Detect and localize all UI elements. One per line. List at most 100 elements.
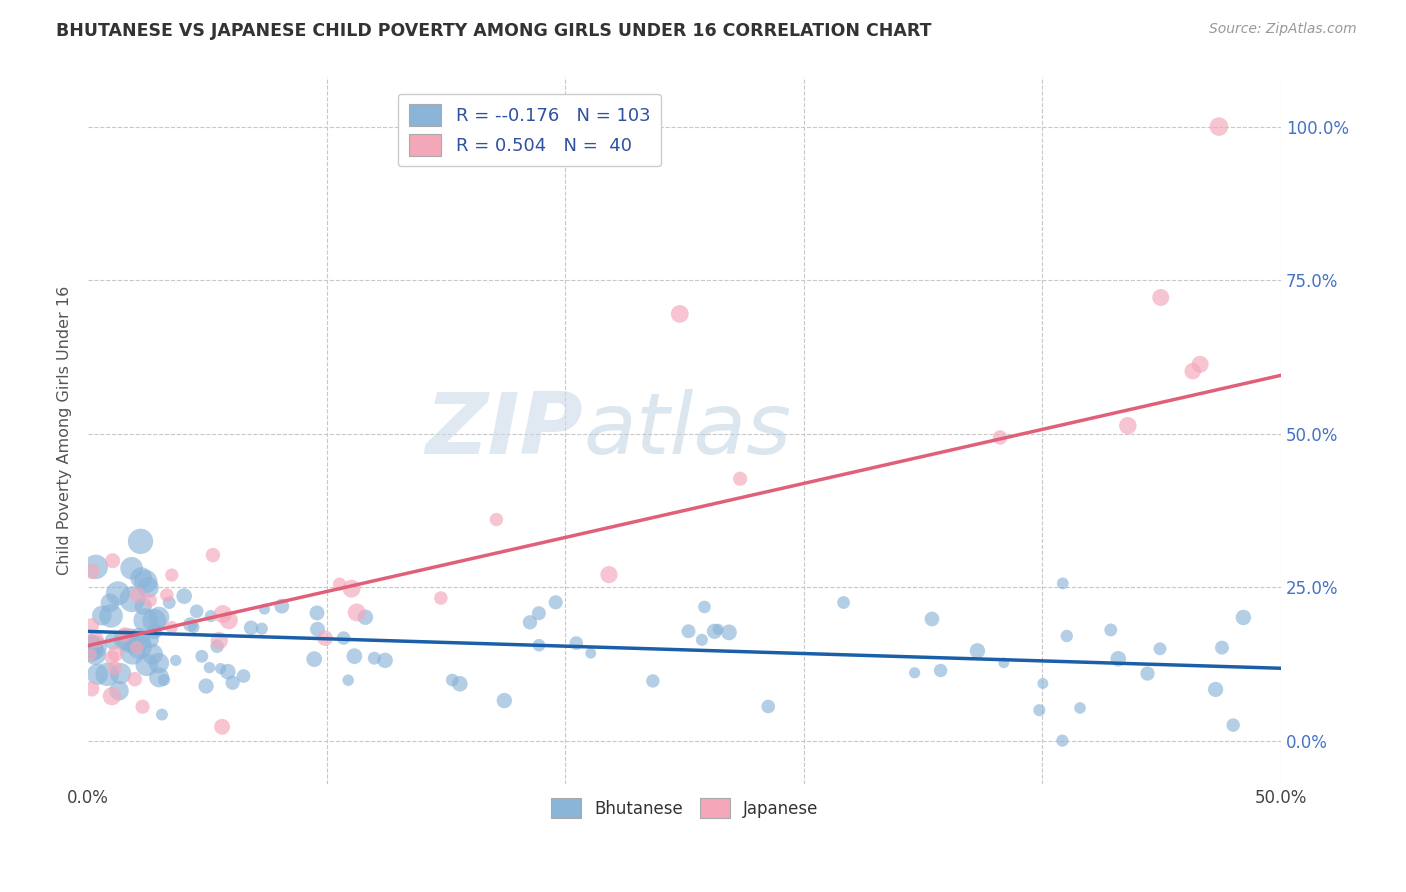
Point bbox=[328, 577, 350, 591]
Point bbox=[728, 472, 751, 486]
Point bbox=[143, 624, 166, 639]
Point bbox=[179, 617, 201, 632]
Point bbox=[108, 683, 131, 698]
Point bbox=[127, 588, 149, 602]
Point bbox=[1032, 676, 1054, 690]
Point bbox=[80, 565, 103, 579]
Point bbox=[1211, 640, 1233, 655]
Point bbox=[156, 588, 179, 602]
Point bbox=[80, 681, 103, 696]
Point bbox=[354, 610, 377, 624]
Point bbox=[1149, 641, 1171, 656]
Point bbox=[118, 633, 141, 648]
Point bbox=[993, 656, 1015, 670]
Point bbox=[756, 699, 779, 714]
Point bbox=[527, 606, 550, 620]
Point bbox=[160, 568, 183, 582]
Point bbox=[101, 554, 124, 568]
Point bbox=[641, 673, 664, 688]
Point bbox=[186, 604, 208, 618]
Point bbox=[340, 582, 363, 596]
Point bbox=[430, 591, 453, 605]
Point bbox=[693, 599, 716, 614]
Point bbox=[83, 640, 105, 655]
Point bbox=[84, 560, 107, 574]
Text: ZIP: ZIP bbox=[426, 389, 583, 472]
Point bbox=[305, 606, 328, 620]
Point bbox=[101, 806, 124, 821]
Point bbox=[198, 660, 221, 674]
Point bbox=[84, 632, 107, 647]
Point bbox=[148, 656, 170, 670]
Y-axis label: Child Poverty Among Girls Under 16: Child Poverty Among Girls Under 16 bbox=[58, 286, 72, 575]
Point bbox=[494, 693, 516, 707]
Point bbox=[966, 644, 988, 658]
Point bbox=[211, 607, 233, 622]
Point bbox=[449, 677, 471, 691]
Point bbox=[121, 645, 143, 659]
Point bbox=[832, 595, 855, 609]
Point bbox=[519, 615, 541, 630]
Point bbox=[707, 623, 730, 637]
Point bbox=[332, 631, 354, 645]
Point bbox=[121, 561, 143, 575]
Point bbox=[441, 673, 464, 687]
Point bbox=[217, 665, 239, 679]
Point bbox=[1181, 364, 1204, 378]
Point bbox=[374, 653, 396, 667]
Point bbox=[527, 638, 550, 652]
Point bbox=[302, 652, 325, 666]
Point bbox=[100, 608, 122, 623]
Point bbox=[200, 609, 222, 624]
Point bbox=[232, 669, 254, 683]
Point bbox=[218, 613, 240, 627]
Point bbox=[150, 707, 173, 722]
Point bbox=[1052, 576, 1074, 591]
Point bbox=[101, 634, 124, 648]
Point bbox=[205, 640, 228, 654]
Point bbox=[195, 679, 218, 693]
Point bbox=[221, 675, 243, 690]
Point bbox=[104, 661, 127, 675]
Point bbox=[165, 653, 187, 667]
Point bbox=[1150, 290, 1173, 304]
Point bbox=[101, 689, 124, 703]
Point bbox=[211, 720, 233, 734]
Point bbox=[160, 620, 183, 634]
Point bbox=[84, 648, 107, 662]
Point bbox=[240, 621, 263, 635]
Point bbox=[80, 618, 103, 632]
Point bbox=[153, 673, 176, 687]
Point bbox=[1208, 120, 1230, 134]
Point bbox=[1116, 418, 1139, 433]
Point bbox=[90, 608, 112, 623]
Point bbox=[114, 628, 136, 642]
Point bbox=[1107, 651, 1129, 665]
Point bbox=[191, 649, 214, 664]
Point bbox=[148, 670, 170, 684]
Text: Source: ZipAtlas.com: Source: ZipAtlas.com bbox=[1209, 22, 1357, 37]
Point bbox=[143, 614, 166, 628]
Point bbox=[921, 612, 943, 626]
Point bbox=[128, 640, 150, 654]
Point bbox=[129, 571, 152, 585]
Point bbox=[98, 596, 121, 610]
Point bbox=[1205, 682, 1227, 697]
Point bbox=[183, 620, 205, 634]
Point bbox=[128, 632, 150, 647]
Point bbox=[579, 646, 602, 660]
Point bbox=[79, 642, 101, 657]
Point bbox=[1028, 703, 1050, 717]
Point bbox=[1052, 733, 1074, 747]
Point bbox=[1099, 623, 1122, 637]
Point bbox=[346, 606, 368, 620]
Point bbox=[101, 650, 124, 665]
Point bbox=[343, 649, 366, 664]
Point bbox=[209, 662, 232, 676]
Point bbox=[139, 593, 162, 607]
Point bbox=[107, 586, 129, 600]
Point bbox=[136, 581, 159, 595]
Point bbox=[485, 512, 508, 526]
Point bbox=[122, 638, 145, 652]
Point bbox=[79, 640, 101, 654]
